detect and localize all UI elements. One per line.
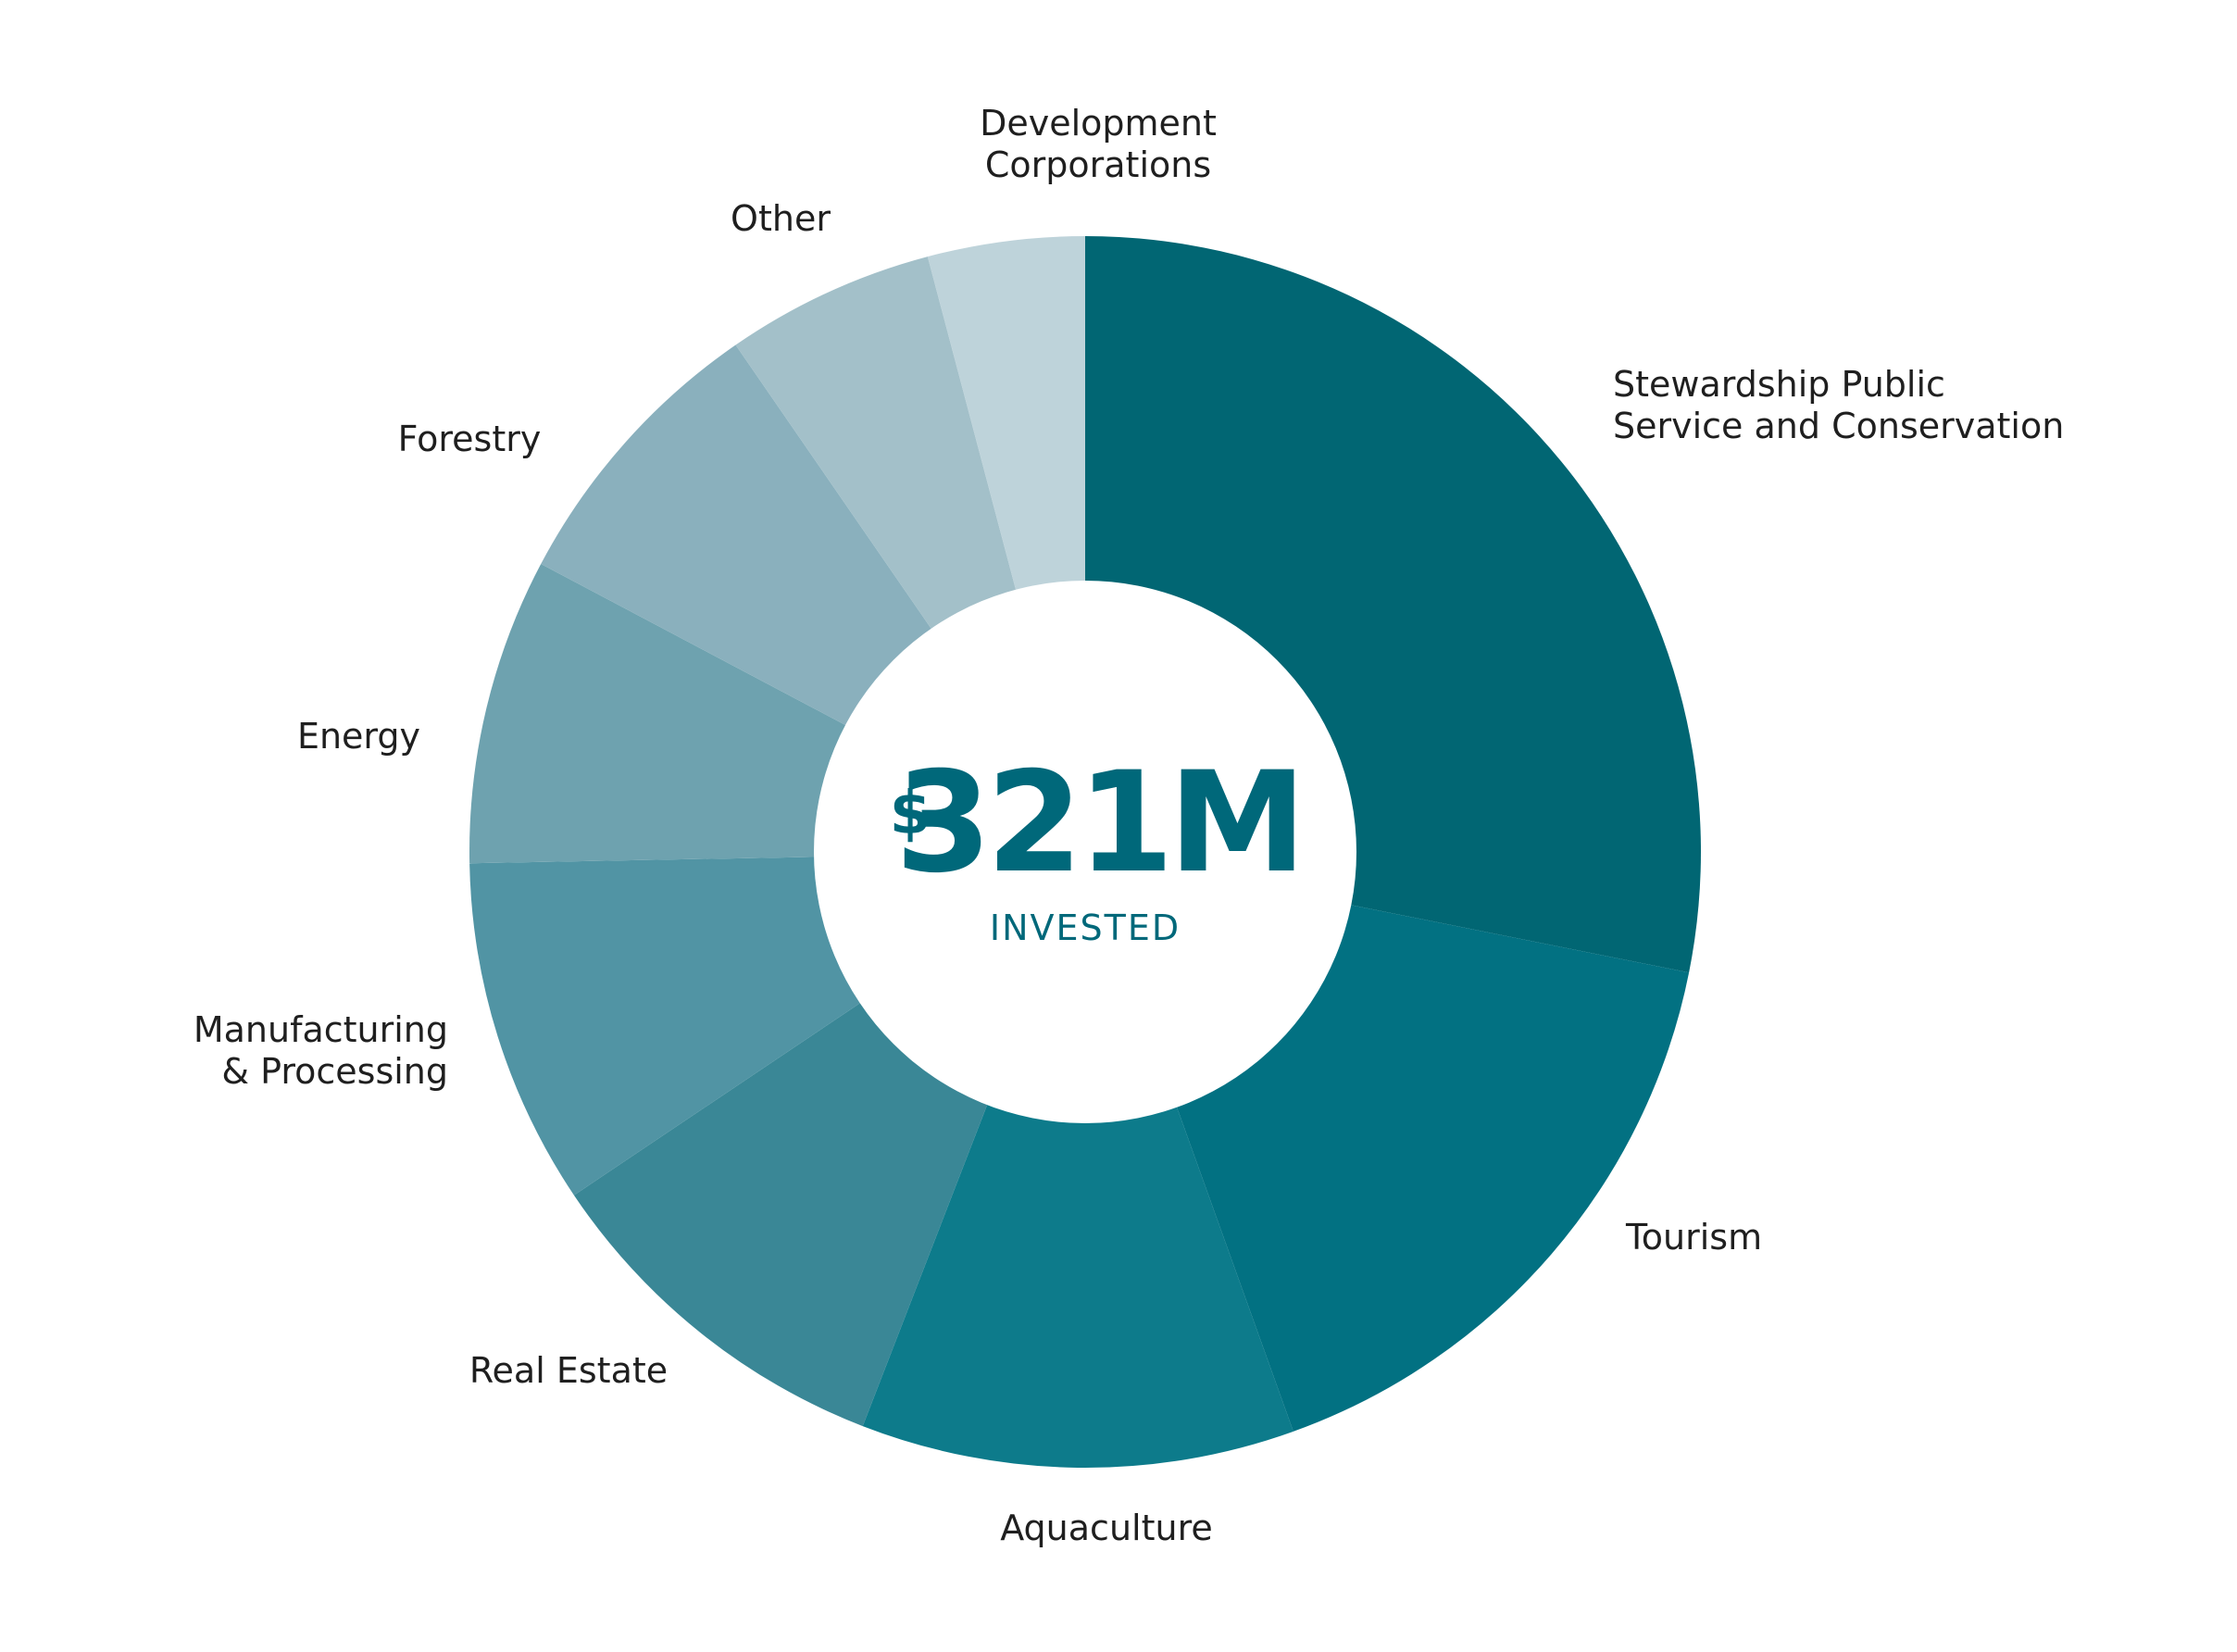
slice-label-line: Other [731, 198, 831, 239]
center-caption: INVESTED [990, 907, 1181, 948]
slice-label-8: Development Corporations [980, 103, 1217, 185]
slice-label-0: Stewardship Public Service and Conservati… [1613, 364, 2064, 446]
slice-label-7: Other [731, 198, 831, 239]
slice-labels: Stewardship Public Service and Conservati… [194, 103, 2065, 1548]
slice-label-3: Real Estate [469, 1350, 668, 1391]
slice-label-1: Tourism [1625, 1217, 1762, 1258]
slice-label-line: Stewardship Public [1613, 364, 1945, 405]
slice-label-line: Forestry [398, 419, 542, 459]
slice-label-line: Corporations [985, 144, 1211, 185]
slice-label-line: Service and Conservation [1613, 406, 2064, 446]
donut-center-hole [814, 581, 1356, 1123]
slice-label-line: Development [980, 103, 1217, 144]
donut-slice-2 [862, 852, 1293, 1468]
slice-label-2: Aquaculture [1000, 1508, 1213, 1548]
slice-label-line: Manufacturing [194, 1009, 448, 1050]
slice-label-4: Manufacturing & Processing [194, 1009, 448, 1092]
slice-label-6: Forestry [398, 419, 542, 459]
slice-label-5: Energy [297, 716, 420, 757]
center-total: $ 321M INVESTED [890, 743, 1306, 948]
slice-label-line: & Processing [221, 1051, 448, 1092]
slice-label-line: Energy [297, 716, 420, 757]
center-total-amount: 321M [895, 743, 1301, 904]
center-currency-symbol: $ [890, 780, 931, 848]
slice-label-line: Real Estate [469, 1350, 668, 1391]
slice-label-line: Tourism [1625, 1217, 1762, 1258]
slice-label-line: Aquaculture [1000, 1508, 1213, 1548]
